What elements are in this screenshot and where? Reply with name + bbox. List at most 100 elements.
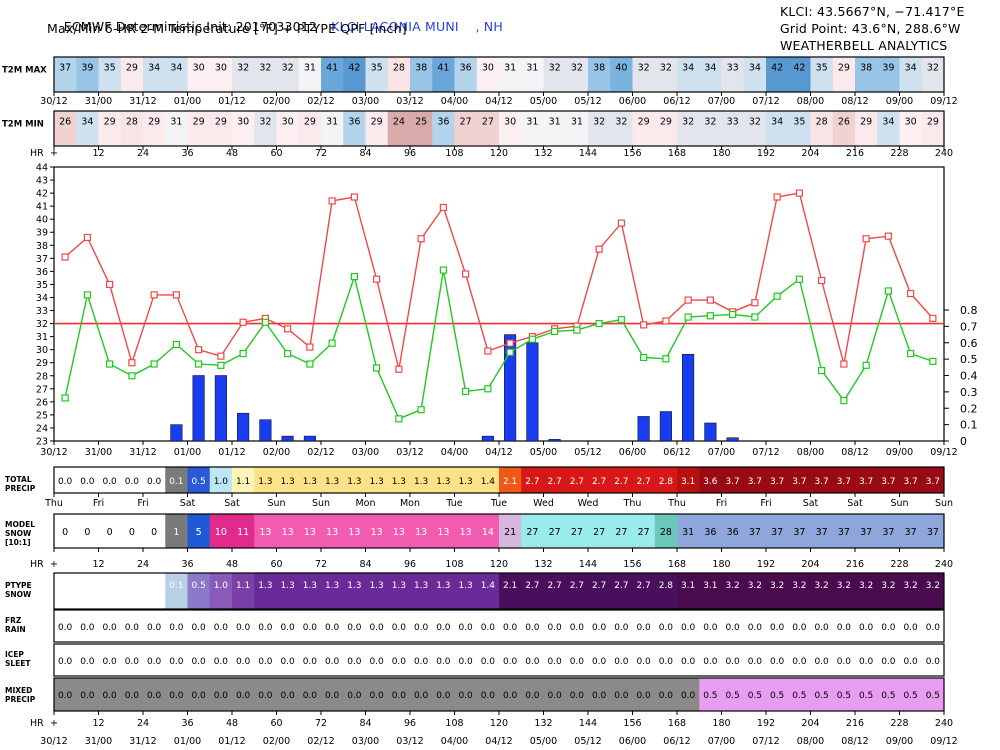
total-precip-value: 0.1 bbox=[169, 477, 183, 487]
mixed-precip-value: 0.0 bbox=[525, 691, 540, 701]
total-precip-value: 2.1 bbox=[503, 477, 517, 487]
ptype-snow-cell bbox=[632, 573, 656, 609]
bottom-date-label: 01/12 bbox=[218, 736, 245, 747]
t2m-max-value: 34 bbox=[905, 63, 917, 74]
qpf-bar bbox=[726, 437, 739, 442]
t2m-min-value: 28 bbox=[126, 117, 138, 128]
total-precip-cell bbox=[832, 467, 856, 493]
min-temp-point bbox=[751, 313, 759, 321]
t2m-max-value: 30 bbox=[482, 63, 494, 74]
total-precip-value: 3.7 bbox=[903, 477, 917, 487]
mixed-precip-cell bbox=[454, 678, 478, 711]
temp-tick-label: 44 bbox=[36, 163, 48, 174]
day-tick-label: Sat bbox=[847, 498, 863, 509]
icep-sleet-value: 0.0 bbox=[570, 657, 585, 667]
t2m-max-value: 32 bbox=[660, 63, 672, 74]
model-snow-cell bbox=[365, 514, 389, 548]
max-temp-point bbox=[884, 232, 892, 240]
t2m-min-value: 26 bbox=[838, 117, 850, 128]
ptype-snow-value: 3.2 bbox=[881, 581, 895, 591]
model-snow-cell bbox=[832, 514, 856, 548]
min-temp-point bbox=[484, 385, 492, 393]
plot-date-label: 01/12 bbox=[218, 447, 245, 458]
ptype-snow-value: 2.7 bbox=[525, 581, 539, 591]
t2m-min-cell bbox=[387, 111, 411, 146]
t2m-max-cell bbox=[410, 57, 433, 92]
hr-row-top-tick-label: 204 bbox=[801, 148, 819, 159]
ptype-snow-cell bbox=[588, 573, 611, 609]
model-snow-value: 27 bbox=[549, 527, 561, 538]
t2m-max-cell bbox=[432, 57, 455, 92]
ptype-snow-value: 1.3 bbox=[325, 581, 339, 591]
ptype-snow-value: 3.2 bbox=[792, 581, 806, 591]
t2m-min-value: 34 bbox=[771, 117, 783, 128]
min-temp-point bbox=[640, 353, 648, 362]
hr-row-mid-tick-label: 132 bbox=[534, 559, 552, 570]
hr-row-top-tick-label: 192 bbox=[757, 148, 775, 159]
plot-date-label: 07/00 bbox=[708, 447, 735, 458]
model-snow-cell bbox=[120, 514, 144, 548]
ptype-snow-cell bbox=[877, 573, 900, 609]
mixed-precip-cell bbox=[543, 678, 567, 711]
t2m-max-value: 38 bbox=[860, 63, 872, 74]
total-precip-cell bbox=[76, 467, 99, 493]
total-precip-value: 2.7 bbox=[525, 477, 539, 487]
model-snow-cell bbox=[677, 514, 700, 548]
ptype-snow-cell bbox=[343, 573, 366, 609]
mixed-precip-value: 0.5 bbox=[725, 691, 739, 701]
model-snow-cell bbox=[699, 514, 722, 548]
t2m-min-cell bbox=[54, 111, 77, 146]
icep-sleet-value: 0.0 bbox=[903, 657, 918, 667]
t2m-max-value: 41 bbox=[326, 63, 338, 74]
model-snow-cell bbox=[899, 514, 923, 548]
model-snow-cell bbox=[410, 514, 433, 548]
mixed-precip-value: 0.0 bbox=[659, 691, 674, 701]
min-temp-point bbox=[239, 349, 247, 358]
total-precip-cell bbox=[232, 467, 255, 493]
mixed-precip-cell bbox=[387, 678, 411, 711]
max-temp-point bbox=[239, 318, 247, 326]
t2m-min-cell bbox=[677, 111, 700, 146]
mixed-precip-value: 0.0 bbox=[570, 691, 585, 701]
model-snow-value: 21 bbox=[504, 527, 516, 538]
frz-rain-value: 0.0 bbox=[125, 623, 140, 633]
total-precip-value: 3.7 bbox=[926, 477, 940, 487]
date-tick-label: 07/00 bbox=[708, 96, 735, 107]
model-snow-value: 27 bbox=[526, 527, 538, 538]
t2m-min-cell bbox=[699, 111, 722, 146]
hr-row-top-tick-label: 168 bbox=[668, 148, 686, 159]
t2m-max-value: 39 bbox=[882, 63, 894, 74]
min-temp-point bbox=[172, 340, 180, 349]
mixed-precip-value: 0.5 bbox=[792, 691, 806, 701]
total-precip-value: 1.0 bbox=[214, 477, 229, 487]
total-precip-value: 1.3 bbox=[436, 477, 450, 487]
total-precip-cell bbox=[365, 467, 389, 493]
frz-rain-value: 0.0 bbox=[792, 623, 807, 633]
max-temp-point bbox=[128, 359, 136, 367]
total-precip-cell bbox=[877, 467, 900, 493]
bottom-date-label: 31/12 bbox=[129, 736, 156, 747]
frz-rain-value: 0.0 bbox=[926, 623, 941, 633]
t2m-max-value: 30 bbox=[193, 63, 205, 74]
chart-subtitle: Max/Min 6-HR 2-M Temperature [°F] + PTYP… bbox=[47, 21, 407, 36]
model-snow-value: 13 bbox=[460, 527, 472, 538]
mixed-precip-value: 0.0 bbox=[347, 691, 362, 701]
t2m-min-cell bbox=[454, 111, 478, 146]
mixed-precip-value: 0.5 bbox=[770, 691, 784, 701]
mixed-precip-value: 0.0 bbox=[436, 691, 451, 701]
date-tick-label: 06/12 bbox=[663, 96, 690, 107]
t2m-max-label: T2M MAX bbox=[2, 66, 47, 76]
max-temp-point bbox=[373, 275, 381, 283]
model-snow-cell bbox=[454, 514, 478, 548]
total-precip-value: 0.0 bbox=[147, 477, 162, 487]
max-temp-point bbox=[350, 193, 358, 201]
mixed-precip-value: 0.0 bbox=[547, 691, 562, 701]
model-snow-value: 1 bbox=[173, 527, 179, 538]
total-precip-value: 0.0 bbox=[80, 477, 95, 487]
total-precip-value: 1.3 bbox=[325, 477, 339, 487]
day-tick-label: Fri bbox=[137, 498, 148, 509]
icep-sleet-value: 0.0 bbox=[347, 657, 362, 667]
min-temp-point bbox=[350, 273, 358, 281]
icep-sleet-label: ICEP bbox=[5, 650, 24, 659]
ptype-snow-cell bbox=[788, 573, 811, 609]
